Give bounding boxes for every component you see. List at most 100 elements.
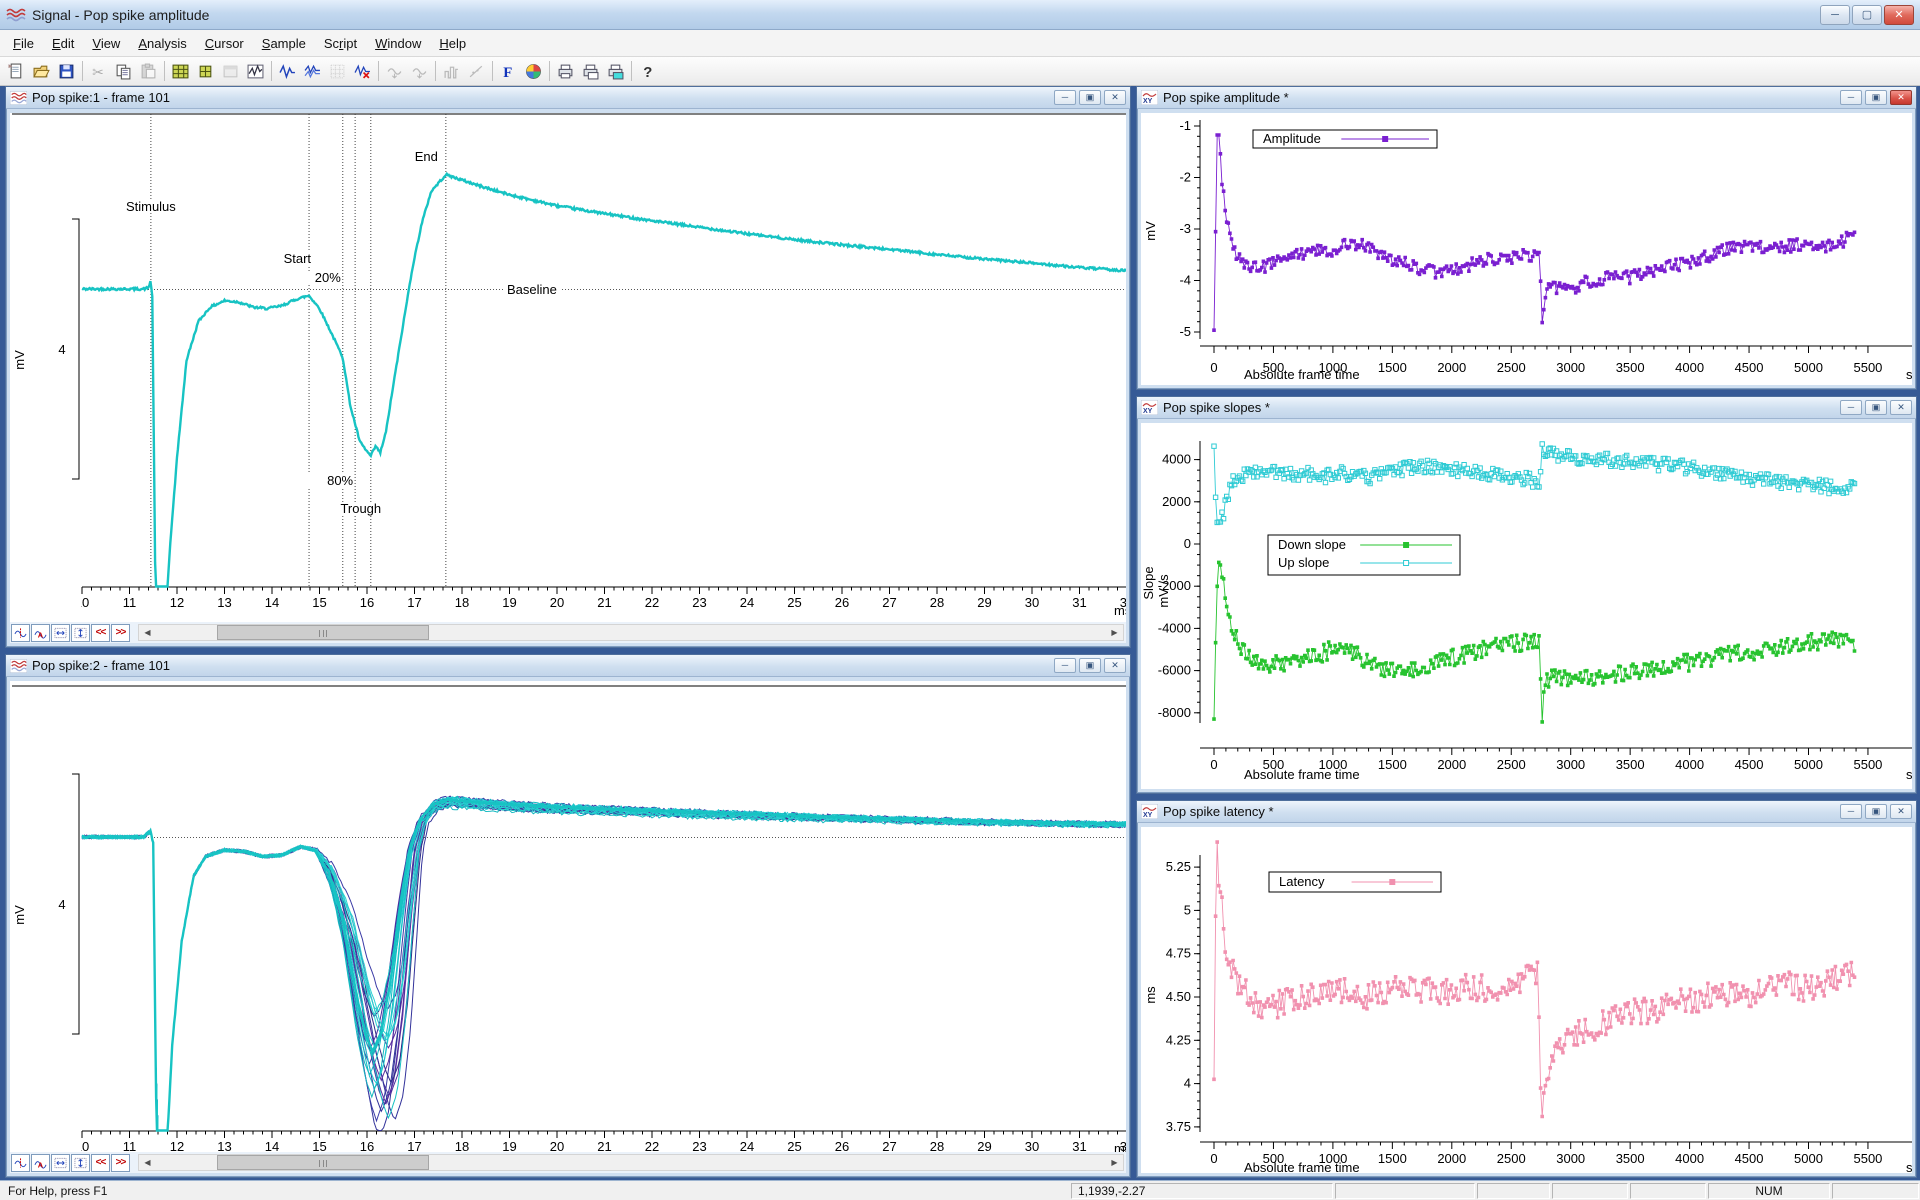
x-tick-label: 5500 — [1853, 1151, 1882, 1166]
cursor-label: 80% — [327, 473, 353, 488]
child-restore-button[interactable]: ▣ — [1865, 400, 1887, 415]
child-minimize-button[interactable]: ─ — [1054, 90, 1076, 105]
cursor-label-bg — [385, 150, 438, 163]
child-restore-button[interactable]: ▣ — [1865, 90, 1887, 105]
x-tick-label: 32 — [1120, 595, 1126, 610]
slopes-chart[interactable]: 4000 2000 0 -2000 -4000 -6000 -8000 0 500 1000 150… — [1141, 423, 1912, 789]
show-buffer-icon[interactable] — [275, 59, 300, 83]
child-minimize-button[interactable]: ─ — [1840, 90, 1862, 105]
y-tick-label: -2000 — [1158, 578, 1191, 593]
child-close-button[interactable]: ✕ — [1890, 400, 1912, 415]
child-restore-button[interactable]: ▣ — [1079, 658, 1101, 673]
child-restore-button[interactable]: ▣ — [1079, 90, 1101, 105]
cut-icon: ✂ — [86, 59, 111, 83]
xy-view-icon[interactable] — [243, 59, 268, 83]
next-frame-button[interactable]: >> — [111, 1153, 130, 1172]
child-close-button[interactable]: ✕ — [1890, 90, 1912, 105]
pop-spike-2-plot[interactable]: 4 mV 10 11 12 13 14 15 16 17 18 19 20 21 22 23 24 25 26 27 2… — [10, 681, 1126, 1155]
pop-spike-1-hscrollbar[interactable]: ◀ ▶ — [138, 624, 1124, 641]
x-axis-unit: s — [1906, 767, 1912, 782]
copy-icon[interactable] — [111, 59, 136, 83]
child-close-button[interactable]: ✕ — [1104, 90, 1126, 105]
help-icon[interactable]: ? — [635, 59, 660, 83]
scroll-left-arrow[interactable]: ◀ — [139, 1155, 156, 1170]
prev-frame-button[interactable]: << — [91, 623, 110, 642]
menu-help[interactable]: Help — [439, 35, 467, 51]
cursor-mode-button[interactable] — [11, 623, 30, 642]
scroll-right-arrow[interactable]: ▶ — [1106, 625, 1123, 640]
menu-cursor[interactable]: Cursor — [204, 35, 244, 51]
amplitude-mode-button[interactable]: A — [31, 1153, 50, 1172]
menu-analysis[interactable]: Analysis — [138, 35, 187, 51]
maximize-button[interactable]: ▢ — [1852, 5, 1882, 25]
pop-spike-2-hscrollbar[interactable]: ◀ ▶ — [138, 1154, 1124, 1171]
menu-view[interactable]: View — [92, 35, 121, 51]
x-axis-title: Absolute frame time — [1244, 367, 1360, 382]
open-file-icon[interactable] — [29, 59, 54, 83]
pop-spike-2-titlebar[interactable]: Pop spike:2 - frame 101 ─ ▣ ✕ — [6, 655, 1130, 677]
x-tick-label: 27 — [882, 1139, 896, 1154]
menu-edit[interactable]: Edit — [51, 35, 75, 51]
amplitude-mode-button[interactable]: A — [31, 623, 50, 642]
print-screen-icon[interactable] — [603, 59, 628, 83]
y-range-button[interactable] — [71, 623, 90, 642]
next-frame-button[interactable]: >> — [111, 623, 130, 642]
pop-spike-1-titlebar[interactable]: Pop spike:1 - frame 101 ─ ▣ ✕ — [6, 87, 1130, 109]
menu-sample[interactable]: Sample — [261, 35, 306, 51]
memory-view-icon[interactable] — [193, 59, 218, 83]
scroll-thumb[interactable] — [217, 625, 429, 640]
menu-file[interactable]: File — [13, 35, 34, 51]
child-minimize-button[interactable]: ─ — [1054, 658, 1076, 673]
slopes-titlebar[interactable]: XY Pop spike slopes * ─ ▣ ✕ — [1137, 397, 1916, 419]
overlay-frames-icon[interactable] — [300, 59, 325, 83]
amplitude-chart[interactable]: -1 -2 -3 -4 -5 0 500 1000 1500 2000 2500 3000 3500 40… — [1141, 113, 1912, 385]
x-tick-label: 25 — [787, 1139, 801, 1154]
legend-label: Up slope — [1278, 555, 1329, 570]
minimize-button[interactable]: ─ — [1820, 5, 1850, 25]
print-icon[interactable] — [553, 59, 578, 83]
x-range-button[interactable] — [51, 623, 70, 642]
scroll-left-arrow[interactable]: ◀ — [139, 625, 156, 640]
file-info-grid-icon[interactable] — [168, 59, 193, 83]
child-minimize-button[interactable]: ─ — [1840, 804, 1862, 819]
menu-script[interactable]: Script — [323, 35, 358, 51]
x-tick-label: 1500 — [1378, 360, 1407, 375]
reject-frame-icon[interactable] — [350, 59, 375, 83]
main-titlebar[interactable]: Signal - Pop spike amplitude ─ ▢ ✕ — [0, 0, 1920, 30]
latency-titlebar[interactable]: XY Pop spike latency * ─ ▣ ✕ — [1137, 801, 1916, 823]
y-range-button[interactable] — [71, 1153, 90, 1172]
close-button[interactable]: ✕ — [1884, 5, 1914, 25]
prev-frame-button[interactable]: << — [91, 1153, 110, 1172]
child-close-button[interactable]: ✕ — [1104, 658, 1126, 673]
save-file-icon[interactable] — [54, 59, 79, 83]
toolbar-separator — [435, 61, 436, 81]
colours-icon[interactable] — [521, 59, 546, 83]
x-tick-label: 19 — [502, 1139, 516, 1154]
y-tick-label: 5.25 — [1166, 859, 1191, 874]
cursor-mode-button[interactable] — [11, 1153, 30, 1172]
window-pop-spike-latency: XY Pop spike latency * ─ ▣ ✕ 5.25 5 4.75 4.… — [1136, 800, 1917, 1178]
print-visible-icon[interactable] — [578, 59, 603, 83]
x-tick-label: 11 — [123, 595, 137, 610]
scroll-right-arrow[interactable]: ▶ — [1106, 1155, 1123, 1170]
scroll-thumb[interactable] — [217, 1155, 429, 1170]
child-restore-button[interactable]: ▣ — [1865, 804, 1887, 819]
new-file-icon[interactable] — [4, 59, 29, 83]
amplitude-line — [1213, 134, 1855, 331]
x-tick-label: 1000 — [1318, 360, 1347, 375]
cursor-label: 20% — [315, 270, 341, 285]
menu-window[interactable]: Window — [375, 35, 422, 51]
y-tick-label: 3.75 — [1166, 1119, 1191, 1134]
y-tick-label: -6000 — [1158, 663, 1191, 678]
x-tick-label: 30 — [1025, 595, 1039, 610]
child-close-button[interactable]: ✕ — [1890, 804, 1912, 819]
x-axis-unit: s — [1906, 1160, 1912, 1173]
child-minimize-button[interactable]: ─ — [1840, 400, 1862, 415]
x-range-button[interactable] — [51, 1153, 70, 1172]
x-tick-label: 2500 — [1497, 360, 1526, 375]
amplitude-titlebar[interactable]: XY Pop spike amplitude * ─ ▣ ✕ — [1137, 87, 1916, 109]
x-tick-label: 18 — [455, 595, 469, 610]
font-icon[interactable]: F — [496, 59, 521, 83]
latency-chart[interactable]: 5.25 5 4.75 4.50 4.25 4 3.75 0 500 1000 1500 2000 25… — [1141, 827, 1912, 1173]
